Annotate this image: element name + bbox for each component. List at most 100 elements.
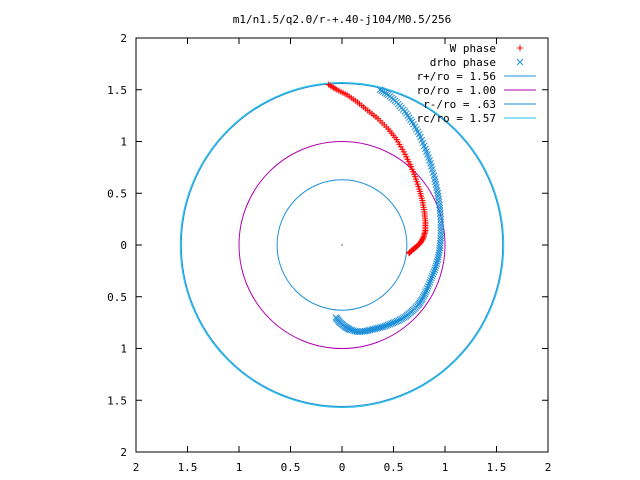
data-point-1-27-1-b bbox=[353, 328, 361, 335]
data-point-1-4-2-b bbox=[411, 123, 419, 131]
x-tick-label: 1 bbox=[236, 461, 243, 474]
y-tick-label: 2 bbox=[120, 32, 127, 45]
data-point-1-15-4-b bbox=[428, 274, 435, 282]
x-tick-label: 2 bbox=[545, 461, 552, 474]
data-point-1-12-4-b bbox=[436, 242, 444, 249]
data-point-1-16-b bbox=[427, 276, 434, 284]
x-tick-label: 2 bbox=[133, 461, 140, 474]
data-point-1-14-b bbox=[434, 256, 442, 263]
data-point-1-27-b bbox=[355, 328, 362, 336]
data-point-1-15-4 bbox=[428, 274, 435, 282]
data-point-1-13-4-b bbox=[434, 253, 442, 261]
legend-label-0: W phase bbox=[450, 42, 496, 55]
data-point-1-15-2-b bbox=[429, 270, 437, 278]
data-point-1-4-1-b bbox=[410, 120, 417, 128]
data-point-1-11-3 bbox=[437, 226, 445, 234]
data-point-1-17-2-b bbox=[421, 290, 429, 298]
y-tick-label: 1.5 bbox=[107, 394, 127, 407]
data-point-1-10-4-b bbox=[437, 215, 445, 223]
data-point-1-17-3 bbox=[420, 292, 428, 299]
data-point-1-9-b bbox=[434, 189, 442, 197]
x-tick-label: 1 bbox=[442, 461, 449, 474]
data-point-1-13-b bbox=[436, 244, 444, 252]
data-point-1-17-2 bbox=[421, 290, 429, 298]
radius-circle-4 bbox=[276, 179, 408, 311]
data-point-1-15-1-b bbox=[430, 268, 438, 276]
data-point-1-16-3 bbox=[424, 283, 432, 290]
data-point-1-15-1 bbox=[430, 268, 438, 276]
data-point-1-4-3-b bbox=[413, 125, 420, 133]
data-point-1-10-b bbox=[436, 204, 444, 212]
data-point-1-10-3-b bbox=[437, 213, 444, 220]
data-point-1-14-4 bbox=[431, 264, 439, 272]
data-point-1-7-4-b bbox=[430, 172, 438, 180]
data-point-1-14-3 bbox=[432, 262, 440, 270]
data-point-1-10-1 bbox=[436, 207, 444, 214]
data-point-1-6-2-b bbox=[424, 151, 431, 158]
data-point-1-9-2-b bbox=[435, 195, 442, 203]
legend-label-4: r-/ro = .63 bbox=[423, 98, 496, 111]
data-point-1-5-3-b bbox=[419, 139, 427, 147]
x-tick-label: 0 bbox=[339, 461, 346, 474]
legend-label-1: drho phase bbox=[430, 56, 496, 69]
y-tick-label: 0.5 bbox=[107, 187, 127, 200]
data-point-1-16 bbox=[427, 276, 434, 284]
data-point-1-6-3-b bbox=[425, 154, 432, 161]
data-point-1-8-1-b bbox=[431, 178, 439, 186]
data-point-1-31-b bbox=[332, 314, 340, 321]
data-point-0-19-3 bbox=[407, 249, 414, 256]
data-point-1-12-3-b bbox=[436, 239, 444, 247]
y-tick-label: 0.5 bbox=[107, 291, 127, 304]
data-point-1-5-2-b bbox=[418, 136, 426, 144]
data-point-1-11-3-b bbox=[437, 226, 445, 234]
legend-label-3: ro/ro = 1.00 bbox=[417, 84, 496, 97]
data-point-1-14-3-b bbox=[432, 262, 440, 270]
data-point-1-10-3 bbox=[437, 213, 444, 220]
data-point-1-27-2-b bbox=[351, 327, 359, 335]
origin-dot bbox=[341, 244, 343, 246]
data-point-0-20 bbox=[405, 250, 412, 257]
data-point-1-16-4 bbox=[423, 285, 431, 292]
data-point-1-17-1 bbox=[422, 288, 429, 296]
legend-swatch-0 bbox=[517, 45, 523, 51]
data-point-1-7-b bbox=[427, 159, 434, 167]
data-point-1-13-1-b bbox=[436, 247, 443, 254]
data-point-1-10 bbox=[436, 204, 444, 212]
data-point-1-31 bbox=[332, 314, 340, 321]
data-point-1-11-4-b bbox=[437, 229, 445, 237]
data-point-1-4-b bbox=[408, 118, 416, 126]
data-point-1-5-b bbox=[415, 130, 423, 138]
data-point-1-4-4-b bbox=[414, 128, 422, 136]
data-point-1-14-2-b bbox=[433, 260, 440, 267]
data-point-1-16-3-b bbox=[424, 283, 432, 290]
data-point-1-8-b bbox=[431, 175, 439, 183]
data-point-1-11 bbox=[437, 218, 445, 226]
radius-circle-5 bbox=[179, 82, 505, 408]
data-point-1-9-1-b bbox=[434, 192, 442, 200]
data-point-1-9-4-b bbox=[436, 201, 443, 209]
radius-circle-3 bbox=[238, 141, 446, 349]
y-tick-label: 1 bbox=[120, 343, 127, 356]
legend-label-2: r+/ro = 1.56 bbox=[417, 70, 496, 83]
data-point-1-11-1 bbox=[437, 221, 445, 229]
data-point-1-14-4-b bbox=[431, 264, 439, 272]
data-point-1-10-2 bbox=[436, 210, 444, 217]
data-point-1-15-2 bbox=[429, 270, 437, 278]
data-point-1-11-b bbox=[437, 218, 445, 226]
data-point-1-7-1-b bbox=[428, 162, 435, 170]
x-tick-label: 0.5 bbox=[281, 461, 301, 474]
data-point-1-16-1-b bbox=[426, 278, 434, 286]
data-point-1-10-4 bbox=[437, 215, 445, 223]
data-point-1-6-b bbox=[422, 145, 429, 153]
data-point-1-10-1-b bbox=[436, 207, 444, 214]
data-point-1-8-4-b bbox=[433, 186, 441, 194]
x-tick-label: 1.5 bbox=[178, 461, 198, 474]
data-point-1-15-b bbox=[431, 266, 439, 274]
data-point-1-5-1-b bbox=[417, 133, 424, 141]
x-tick-label: 1.5 bbox=[487, 461, 507, 474]
data-point-1-6-1-b bbox=[423, 148, 430, 155]
phase-points bbox=[325, 81, 445, 336]
data-point-1-11-2-b bbox=[437, 224, 445, 231]
